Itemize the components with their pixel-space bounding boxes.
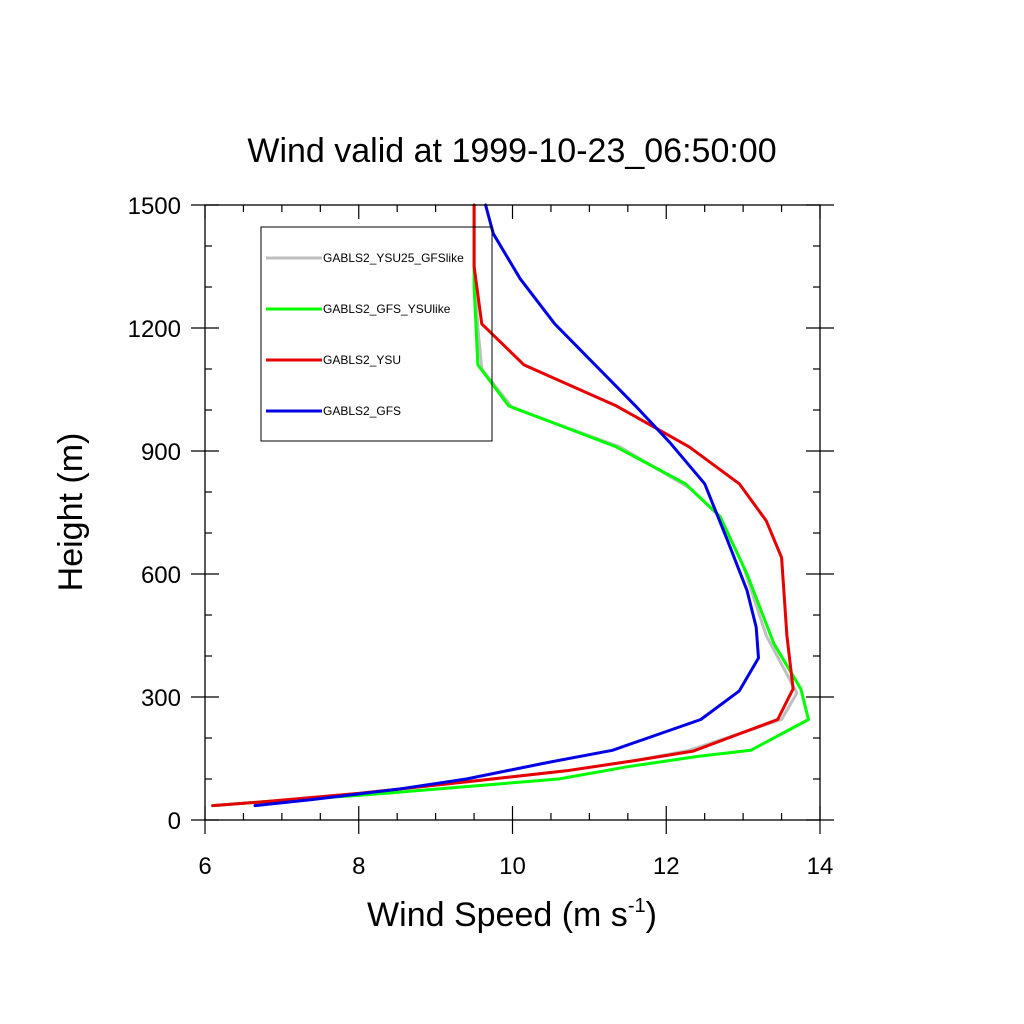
y-tick-label: 900 (141, 439, 181, 466)
series-line-3 (211, 203, 795, 808)
x-axis-unit-exponent: -1 (628, 895, 646, 917)
tick-labels: 6 8 10 12 14 0 300 600 900 1200 1500 (128, 193, 834, 880)
series-lines (211, 203, 810, 808)
chart-title: Wind valid at 1999-10-23_06:50:00 (247, 132, 776, 170)
series-line-4 (253, 203, 760, 808)
series-line-2 (211, 203, 810, 808)
y-tick-label: 300 (141, 685, 181, 712)
y-tick-label: 0 (168, 808, 181, 835)
legend-label: GABLS2_YSU (323, 353, 401, 367)
x-tick-label: 6 (198, 853, 211, 880)
axis-ticks (191, 204, 834, 834)
y-tick-label: 600 (141, 562, 181, 589)
legend: GABLS2_YSU25_GFSlike GABLS2_GFS_YSUlike GA… (260, 226, 493, 442)
x-tick-label: 8 (352, 853, 365, 880)
legend-label: GABLS2_YSU25_GFSlike (323, 251, 464, 265)
legend-label: GABLS2_GFS_YSUlike (323, 302, 451, 316)
y-axis-title: Height (m) (52, 433, 90, 592)
x-tick-label: 12 (653, 853, 680, 880)
y-tick-label: 1200 (128, 316, 181, 343)
x-tick-label: 10 (499, 853, 526, 880)
plot-frame (204, 204, 821, 821)
x-axis-label-close: ) (646, 896, 657, 934)
x-axis-title: Wind Speed (m s-1) (367, 895, 657, 934)
y-tick-label: 1500 (128, 193, 181, 220)
x-tick-label: 14 (807, 853, 834, 880)
legend-box (260, 226, 493, 442)
x-axis-label-text: Wind Speed (m s (367, 896, 628, 934)
legend-label: GABLS2_GFS (323, 404, 401, 418)
